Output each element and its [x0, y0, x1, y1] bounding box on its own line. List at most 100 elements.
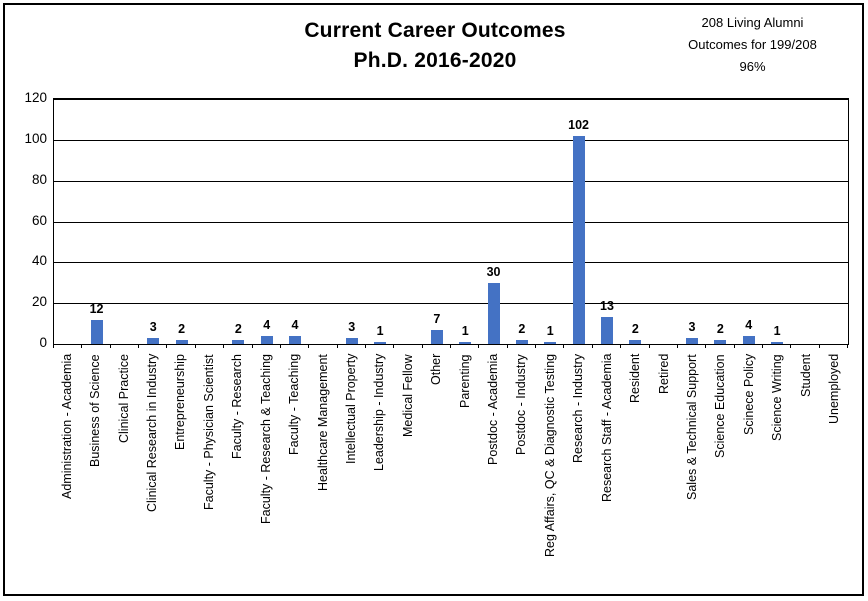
category-label: Faculty - Physician Scientist: [201, 354, 216, 510]
axis-tick: [251, 344, 253, 348]
bar: [544, 341, 557, 344]
y-axis: 0 20 40 60 80 100 120: [5, 90, 47, 350]
chart-title-line1: Current Career Outcomes: [304, 19, 566, 42]
alumni-annotation: 208 Living Alumni Outcomes for 199/208 9…: [655, 12, 850, 78]
annotation-line3: 96%: [739, 59, 766, 74]
axis-tick: [506, 344, 508, 348]
bar: [771, 341, 784, 344]
y-tick-label-0: 0: [39, 335, 47, 350]
bar: [742, 335, 755, 344]
category-label: Unemployed: [827, 354, 842, 425]
bar-value-label: 12: [89, 301, 104, 316]
gridline-120: [54, 99, 848, 100]
axis-tick: [138, 344, 140, 348]
bar: [232, 339, 245, 344]
category-slot: Faculty - Research & Teaching: [252, 354, 280, 594]
bar-value-label: 30: [486, 264, 501, 279]
axis-tick: [166, 344, 168, 348]
bar-value-label: 2: [631, 321, 639, 336]
bar-value-label: 2: [716, 321, 724, 336]
axis-tick: [676, 344, 678, 348]
bar-value-label: 1: [773, 323, 781, 338]
category-label: Postdoc - Academia: [486, 354, 501, 466]
bar: [572, 135, 585, 344]
category-slot: Research Staff - Academia: [593, 354, 621, 594]
category-slot: Student: [792, 354, 820, 594]
bar: [459, 341, 472, 344]
axis-tick: [591, 344, 593, 348]
category-label: Entrepreneurship: [173, 354, 188, 450]
axis-tick: [818, 344, 820, 348]
category-label: Reg Affairs, QC & Diagnostic Testing: [542, 354, 557, 558]
category-label: Faculty - Research & Teaching: [258, 354, 273, 524]
category-slot: Unemployed: [820, 354, 848, 594]
bar-value-label: 1: [461, 323, 469, 338]
category-slot: Parenting: [451, 354, 479, 594]
bar: [90, 319, 103, 344]
category-label: Other: [429, 354, 444, 386]
category-slot: Science Education: [707, 354, 735, 594]
bar: [147, 337, 160, 344]
category-slot: Intellectual Property: [337, 354, 365, 594]
y-tick-label-80: 80: [31, 171, 47, 187]
category-label: Administration - Academia: [59, 354, 74, 500]
bar-value-label: 2: [234, 321, 242, 336]
bar: [515, 339, 528, 344]
axis-tick: [421, 344, 423, 348]
bar-value-label: 3: [688, 319, 696, 334]
bar: [714, 339, 727, 344]
axis-tick: [761, 344, 763, 348]
category-label: Science Education: [713, 354, 728, 458]
axis-tick: [450, 344, 451, 348]
category-slot: Faculty - Research: [224, 354, 252, 594]
category-label: Parenting: [457, 354, 472, 408]
bar: [629, 339, 642, 344]
axis-tick: [53, 344, 54, 348]
bar: [600, 317, 613, 344]
category-slot: Clinical Practice: [110, 354, 138, 594]
bar: [487, 282, 500, 344]
axis-tick: [81, 344, 83, 348]
gridline-100: [54, 139, 848, 141]
category-label: Resident: [628, 354, 643, 404]
category-label: Clinical Practice: [116, 354, 131, 443]
category-label: Clinical Research in Industry: [144, 354, 159, 513]
annotation-line2: Outcomes for 199/208: [688, 37, 817, 52]
category-slot: Entrepreneurship: [167, 354, 195, 594]
bar: [374, 341, 387, 344]
category-label: Retired: [656, 354, 671, 395]
bar-value-label: 4: [263, 317, 271, 332]
category-slot: Science Writing: [764, 354, 792, 594]
y-tick-label-100: 100: [24, 130, 47, 146]
axis-tick: [194, 344, 196, 348]
bar-value-label: 4: [745, 317, 753, 332]
bar: [686, 337, 699, 344]
category-slot: Faculty - Physician Scientist: [195, 354, 223, 594]
category-label: Scinece Policy: [741, 354, 756, 436]
category-slot: Other: [422, 354, 450, 594]
category-label: Student: [798, 354, 813, 398]
annotation-line1: 208 Living Alumni: [701, 15, 804, 30]
y-tick-label-60: 60: [31, 212, 47, 228]
category-slot: Healthcare Management: [309, 354, 337, 594]
category-slot: Reg Affairs, QC & Diagnostic Testing: [536, 354, 564, 594]
axis-tick: [478, 344, 480, 348]
bar-value-label: 3: [348, 319, 356, 334]
category-slot: Resident: [621, 354, 649, 594]
bar: [289, 335, 302, 344]
category-slot: Sales & Technical Support: [678, 354, 706, 594]
bar: [430, 329, 443, 344]
category-label: Leadership - Industry: [372, 354, 387, 472]
y-tick-label-120: 120: [24, 90, 47, 105]
bar-value-label: 3: [149, 319, 157, 334]
bar: [260, 335, 273, 344]
bar: [345, 337, 358, 344]
axis-tick: [648, 344, 650, 348]
axis-tick: [336, 344, 338, 348]
axis-tick: [620, 344, 622, 348]
axis-tick: [733, 344, 735, 348]
axis-tick: [535, 344, 537, 348]
category-slot: Faculty - Teaching: [280, 354, 308, 594]
category-slot: Scinece Policy: [735, 354, 763, 594]
